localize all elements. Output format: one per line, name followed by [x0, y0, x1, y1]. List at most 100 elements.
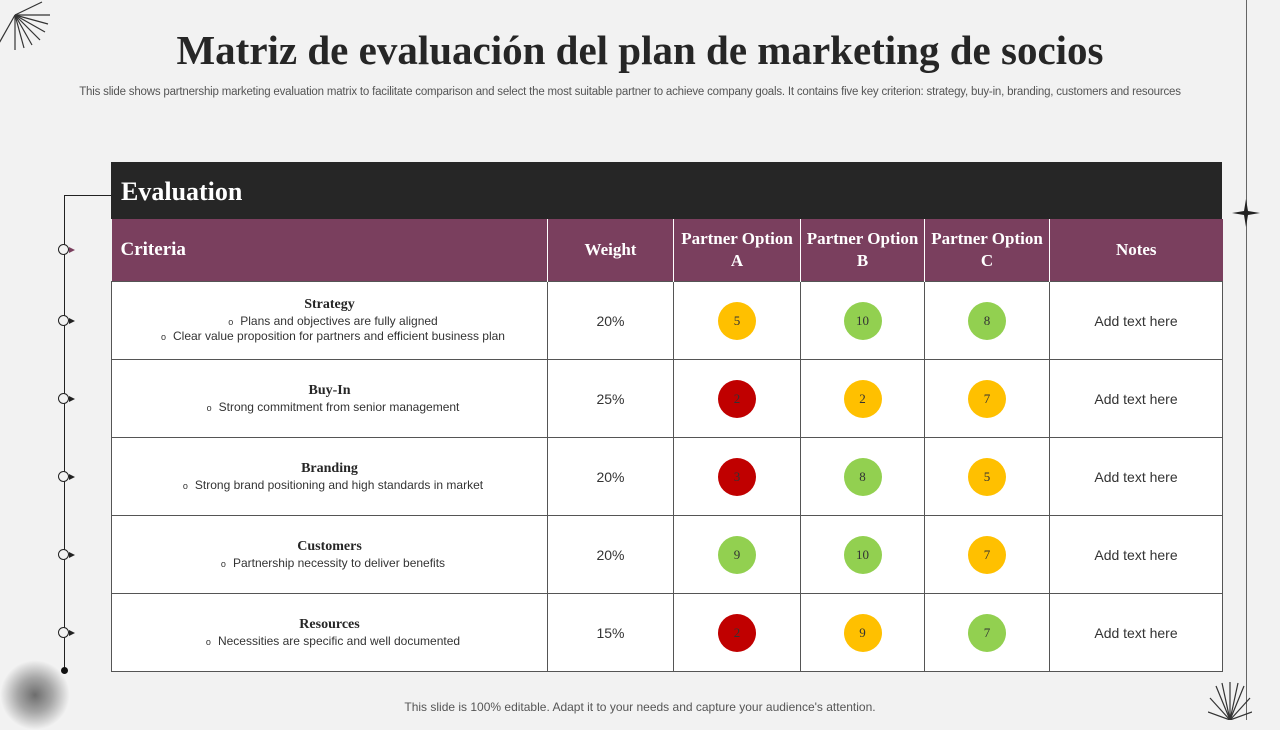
- weight-cell: 25%: [547, 359, 674, 438]
- table-row: Branding o Strong brand positioning and hi…: [111, 437, 1223, 516]
- criteria-cell: Strategy o Plans and objectives are fully …: [111, 281, 548, 360]
- partner-c-cell: 7: [924, 359, 1050, 438]
- footer-note: This slide is 100% editable. Adapt it to…: [404, 700, 876, 714]
- decorative-blur: [0, 660, 70, 730]
- bullet-icon: o: [206, 402, 212, 413]
- bullet-icon: o: [160, 332, 166, 342]
- timeline-node: [58, 315, 75, 326]
- page-subtitle: This slide shows partnership marketing e…: [79, 86, 1181, 98]
- criteria-point-text: Partnership necessity to deliver benefit…: [232, 555, 446, 570]
- table-row: Strategy o Plans and objectives are fully …: [111, 281, 1223, 360]
- criteria-point: o Plans and objectives are fully aligned: [112, 314, 547, 329]
- criteria-name: Customers: [297, 538, 362, 554]
- notes-cell: Add text here: [1049, 515, 1223, 594]
- criteria-name: Branding: [301, 460, 358, 476]
- notes-cell: Add text here: [1049, 359, 1223, 438]
- partner-b-cell: 10: [800, 515, 925, 594]
- criteria-point-text: Clear value proposition for partners and…: [173, 329, 505, 343]
- notes-cell: Add text here: [1049, 437, 1223, 516]
- table-row: Customers o Partnership necessity to deliv…: [111, 515, 1223, 594]
- score-badge: 2: [718, 613, 756, 652]
- score-badge: 2: [843, 379, 882, 418]
- header-criteria: Criteria: [111, 219, 548, 282]
- partner-b-cell: 10: [800, 281, 925, 360]
- criteria-name: Buy-In: [308, 382, 351, 398]
- partner-a-cell: 2: [673, 359, 801, 438]
- criteria-point-text: Necessities are specific and well docume…: [217, 633, 461, 648]
- score-badge: 2: [718, 379, 756, 418]
- timeline-connector: [64, 195, 111, 196]
- header-weight: Weight: [547, 219, 674, 282]
- header-notes: Notes: [1049, 219, 1223, 282]
- criteria-point: o Strong brand positioning and high stand…: [112, 478, 547, 493]
- notes-cell: Add text here: [1049, 281, 1223, 360]
- timeline-node: [58, 471, 75, 482]
- partner-b-cell: 8: [800, 437, 925, 516]
- partner-b-cell: 9: [800, 593, 925, 672]
- criteria-point-text: Strong brand positioning and high standa…: [194, 477, 484, 492]
- right-divider: [1246, 0, 1247, 720]
- score-badge: 5: [718, 301, 756, 340]
- partner-c-cell: 7: [924, 515, 1050, 594]
- partner-a-cell: 9: [673, 515, 801, 594]
- score-badge: 7: [968, 613, 1006, 652]
- bullet-icon: o: [205, 636, 211, 647]
- criteria-point: o Necessities are specific and well docum…: [112, 634, 547, 649]
- score-badge: 7: [968, 379, 1006, 418]
- score-badge: 8: [843, 457, 882, 496]
- sparkle-burst-icon: [0, 1, 50, 50]
- weight-cell: 15%: [547, 593, 674, 672]
- timeline-node: [58, 549, 75, 560]
- criteria-cell: Buy-In o Strong commitment from senior man…: [111, 359, 548, 438]
- bullet-icon: o: [228, 317, 234, 327]
- criteria-point: o Clear value proposition for partners an…: [112, 329, 547, 344]
- score-badge: 9: [718, 535, 756, 574]
- header-row: Criteria Weight Partner Option A Partner…: [111, 219, 1223, 282]
- partner-c-cell: 5: [924, 437, 1050, 516]
- criteria-cell: Branding o Strong brand positioning and hi…: [111, 437, 548, 516]
- criteria-cell: Resources o Necessities are specific and w…: [111, 593, 548, 672]
- partner-a-cell: 2: [673, 593, 801, 672]
- timeline-node: [58, 244, 75, 255]
- partner-b-cell: 2: [800, 359, 925, 438]
- criteria-name: Strategy: [304, 297, 355, 312]
- score-badge: 10: [843, 301, 882, 340]
- weight-cell: 20%: [547, 515, 674, 594]
- partner-a-cell: 5: [673, 281, 801, 360]
- criteria-point-text: Plans and objectives are fully aligned: [240, 314, 438, 328]
- criteria-point: o Partnership necessity to deliver benefi…: [112, 556, 547, 571]
- criteria-point-text: Strong commitment from senior management: [218, 399, 460, 414]
- evaluation-header: Evaluation: [111, 162, 1222, 219]
- evaluation-title: Evaluation: [121, 177, 243, 206]
- criteria-point: o Strong commitment from senior managemen…: [112, 400, 547, 415]
- sparkle-burst-icon: [1208, 682, 1252, 720]
- timeline-node: [58, 393, 75, 404]
- timeline-node: [58, 627, 75, 638]
- partner-c-cell: 8: [924, 281, 1050, 360]
- table-row: Buy-In o Strong commitment from senior man…: [111, 359, 1223, 438]
- weight-cell: 20%: [547, 437, 674, 516]
- criteria-cell: Customers o Partnership necessity to deliv…: [111, 515, 548, 594]
- partner-c-cell: 7: [924, 593, 1050, 672]
- criteria-name: Resources: [299, 616, 360, 632]
- weight-cell: 20%: [547, 281, 674, 360]
- score-badge: 8: [968, 301, 1006, 340]
- four-point-star-icon: [1232, 199, 1260, 227]
- evaluation-matrix: Criteria Weight Partner Option A Partner…: [111, 219, 1223, 672]
- score-badge: 3: [718, 457, 756, 496]
- score-badge: 10: [843, 535, 882, 574]
- bullet-icon: o: [182, 480, 188, 491]
- table-row: Resources o Necessities are specific and w…: [111, 593, 1223, 672]
- timeline-line: [64, 195, 65, 671]
- bullet-icon: o: [220, 558, 226, 569]
- notes-cell: Add text here: [1049, 593, 1223, 672]
- timeline-end-dot: [61, 667, 68, 674]
- partner-a-cell: 3: [673, 437, 801, 516]
- score-badge: 7: [968, 535, 1006, 574]
- score-badge: 9: [843, 613, 882, 652]
- page-title: Matriz de evaluación del plan de marketi…: [176, 27, 1104, 73]
- header-partner-a: Partner Option A: [673, 219, 801, 282]
- score-badge: 5: [968, 457, 1006, 496]
- header-partner-c: Partner Option C: [924, 219, 1050, 282]
- header-partner-b: Partner Option B: [800, 219, 925, 282]
